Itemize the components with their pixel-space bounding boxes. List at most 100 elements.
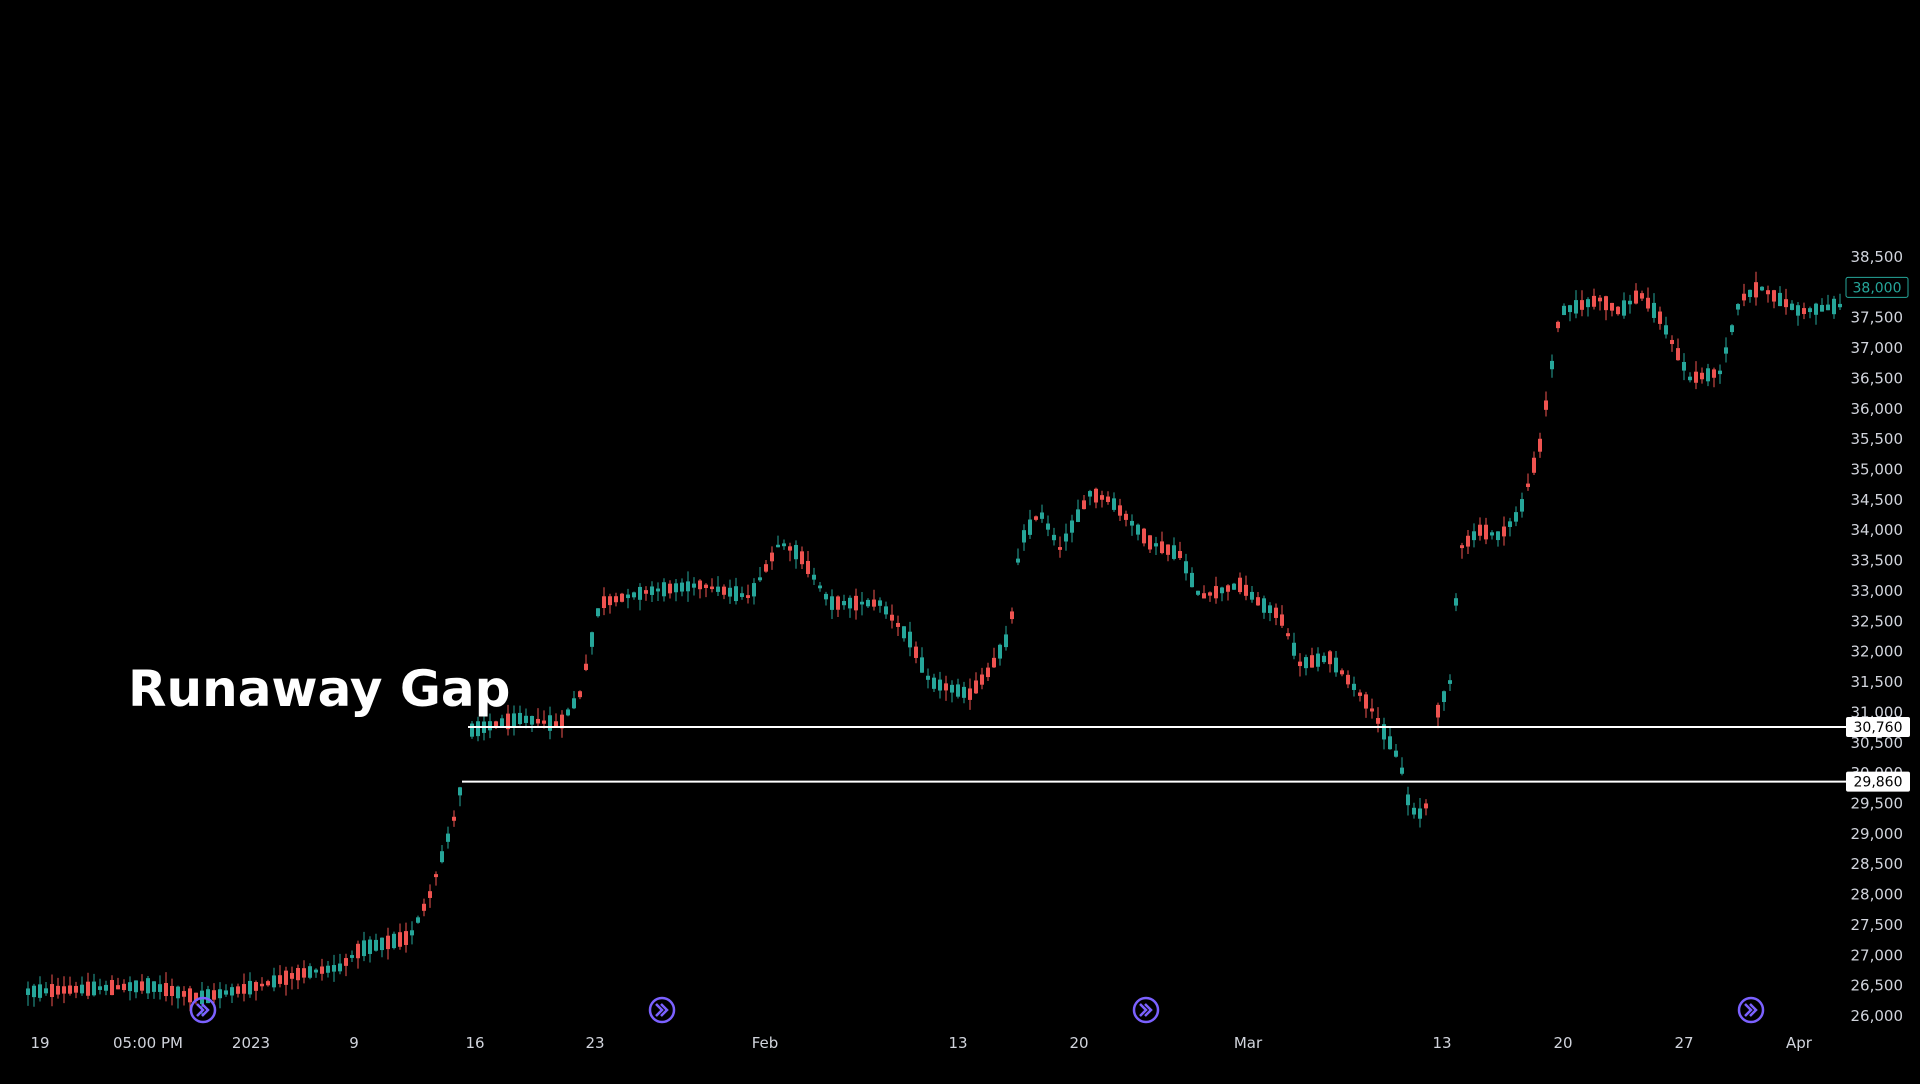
candle-down	[560, 714, 564, 729]
candle-down	[1502, 526, 1506, 537]
price-axis[interactable]: 38,500 37,500 37,000 36,500 36,000 35,500 35,0…	[1851, 248, 1904, 1025]
candle-up	[1136, 524, 1140, 535]
candle-down	[278, 975, 282, 984]
candle-up	[590, 632, 594, 647]
price-tick-label: 29,000	[1851, 825, 1904, 843]
candle-up	[1472, 531, 1476, 541]
candle-down	[836, 596, 840, 610]
candle-up	[830, 596, 834, 610]
candle-up	[230, 987, 234, 996]
candle-down	[68, 985, 72, 994]
candle-down	[404, 931, 408, 945]
candle-down	[1616, 306, 1620, 315]
candle-up	[1718, 370, 1722, 375]
candle-down	[1604, 296, 1608, 311]
candle-up	[1334, 657, 1338, 673]
candle-up	[692, 583, 696, 588]
candle-up	[548, 715, 552, 731]
candle-down	[614, 596, 618, 603]
candle-down	[1634, 290, 1638, 304]
event-icons[interactable]	[189, 996, 1765, 1024]
time-tick-label: 05:00 PM	[113, 1034, 183, 1052]
candle-up	[206, 989, 210, 1004]
candle-up	[728, 587, 732, 597]
price-tick-label: 31,500	[1851, 673, 1904, 691]
time-axis[interactable]: 19 05:00 PM 2023 9 16 23 Feb 13 20 Mar 13 20 27 Apr	[30, 1034, 1812, 1052]
candle-down	[698, 580, 702, 590]
candle-up	[1574, 300, 1578, 314]
forward-arrow-icon[interactable]	[189, 996, 217, 1024]
candle-down	[800, 551, 804, 565]
candle-down	[296, 967, 300, 981]
candle-down	[170, 985, 174, 996]
candle-up	[680, 582, 684, 592]
candle-down	[608, 596, 612, 606]
candle-up	[368, 939, 372, 954]
candle-down	[266, 981, 270, 986]
candle-up	[962, 686, 966, 698]
candle-down	[1478, 524, 1482, 536]
price-tick-label: 33,500	[1851, 552, 1904, 570]
price-tick-label: 27,500	[1851, 916, 1904, 934]
candle-up	[1748, 289, 1752, 298]
candle-down	[1694, 371, 1698, 383]
forward-arrow-icon[interactable]	[1132, 996, 1160, 1024]
gap-upper-label: 30,760	[1846, 716, 1910, 737]
time-tick-label: 2023	[232, 1034, 270, 1052]
candle-down	[710, 586, 714, 590]
candle-down	[1010, 611, 1014, 620]
candle-up	[32, 985, 36, 998]
candle-up	[1388, 736, 1392, 750]
candle-down	[1142, 528, 1146, 544]
candle-down	[1082, 500, 1086, 510]
candle-down	[1034, 516, 1038, 520]
candle-down	[1658, 311, 1662, 324]
candle-down	[1754, 282, 1758, 298]
candle-down	[506, 713, 510, 730]
time-tick-label: 27	[1674, 1034, 1693, 1052]
candle-down	[890, 614, 894, 621]
candle-up	[1706, 368, 1710, 382]
candle-up	[716, 586, 720, 592]
candle-up	[740, 593, 744, 597]
candle-down	[704, 584, 708, 589]
time-tick-label: 13	[1432, 1034, 1451, 1052]
candle-up	[1070, 520, 1074, 533]
forward-arrow-icon[interactable]	[1737, 996, 1765, 1024]
candle-up	[1790, 303, 1794, 310]
gap-upper-label-text: 30,760	[1854, 720, 1903, 736]
candle-up	[1250, 591, 1254, 600]
candle-up	[1454, 598, 1458, 606]
candle-down	[1358, 692, 1362, 696]
candle-up	[908, 631, 912, 648]
candle-down	[968, 688, 972, 700]
candle-up	[1382, 724, 1386, 740]
candle-down	[1256, 597, 1260, 606]
candle-up	[152, 981, 156, 992]
candle-up	[1268, 605, 1272, 614]
candle-up	[1808, 308, 1812, 313]
candle-down	[854, 595, 858, 611]
time-tick-label: 13	[948, 1034, 967, 1052]
candle-down	[122, 983, 126, 991]
candle-down	[1370, 708, 1374, 712]
candle-up	[812, 574, 816, 580]
candle-down	[1208, 592, 1212, 596]
candle-down	[344, 958, 348, 966]
price-tick-label: 32,500	[1851, 612, 1904, 630]
candle-up	[752, 583, 756, 597]
candle-down	[1766, 290, 1770, 295]
forward-arrow-icon[interactable]	[648, 996, 676, 1024]
candle-down	[1058, 547, 1062, 550]
candle-up	[794, 544, 798, 560]
candle-up	[248, 980, 252, 995]
candle-up	[1220, 587, 1224, 594]
candle-up	[134, 980, 138, 993]
candle-up	[1394, 750, 1398, 757]
price-tick-label: 35,500	[1851, 430, 1904, 448]
time-tick-label: 16	[465, 1034, 484, 1052]
price-tick-label: 34,000	[1851, 521, 1904, 539]
candle-down	[260, 983, 264, 987]
